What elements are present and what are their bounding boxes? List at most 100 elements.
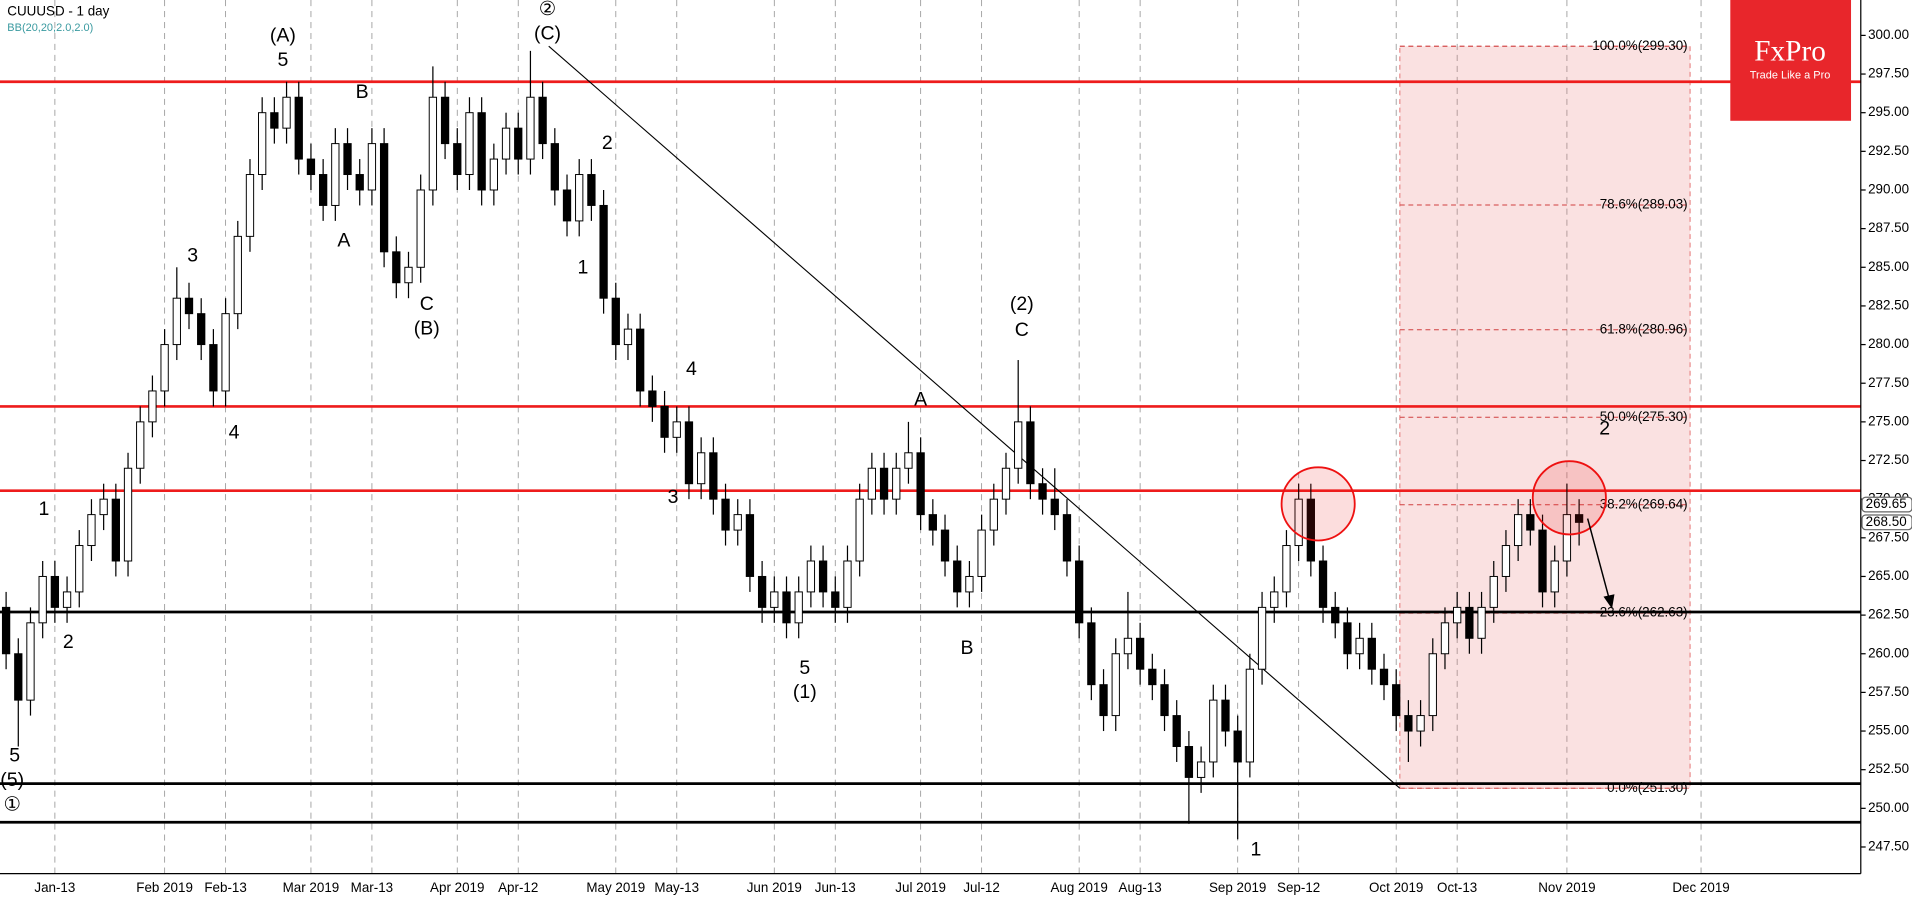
candle-body bbox=[26, 622, 35, 701]
candle-body bbox=[648, 390, 657, 407]
candle-body bbox=[965, 575, 974, 593]
candle-body bbox=[1123, 637, 1133, 655]
arrow bbox=[1586, 518, 1611, 601]
y-tick-label: 277.50 bbox=[1868, 375, 1909, 390]
wave-label: C bbox=[420, 293, 434, 315]
candle-body bbox=[1416, 715, 1425, 732]
wave-label: (C) bbox=[534, 22, 561, 44]
wave-label: 2 bbox=[63, 631, 74, 653]
candle-body bbox=[1526, 514, 1535, 531]
x-tick-label: Feb-13 bbox=[204, 880, 246, 895]
wave-label: 2 bbox=[602, 132, 613, 154]
candle-body bbox=[453, 143, 462, 176]
wave-label: 1 bbox=[577, 257, 588, 279]
candle-body bbox=[1574, 514, 1584, 523]
y-tick-label: 250.00 bbox=[1868, 800, 1909, 815]
candle-body bbox=[123, 467, 133, 562]
y-tick-label: 275.00 bbox=[1868, 413, 1909, 428]
candle-body bbox=[306, 158, 316, 176]
candle-body bbox=[879, 467, 889, 500]
candle-body bbox=[1148, 668, 1157, 686]
candle-body bbox=[1477, 606, 1486, 639]
candle-body bbox=[562, 189, 572, 222]
x-tick-label: Aug 2019 bbox=[1050, 880, 1107, 895]
candle-body bbox=[745, 514, 755, 577]
candle-body bbox=[660, 405, 669, 438]
candle-body bbox=[977, 529, 986, 577]
y-tick-label: 255.00 bbox=[1868, 723, 1909, 738]
wave-label: 4 bbox=[686, 358, 697, 380]
candle-body bbox=[245, 174, 255, 237]
candle-body bbox=[172, 297, 181, 346]
wave-label: ① bbox=[3, 793, 20, 815]
wave-label: (5) bbox=[0, 769, 24, 791]
candles bbox=[1, 50, 1584, 840]
candle-body bbox=[831, 591, 840, 608]
candle-body bbox=[160, 344, 169, 392]
x-tick-label: Mar 2019 bbox=[283, 880, 340, 895]
candle-body bbox=[770, 591, 779, 608]
candle-body bbox=[1404, 715, 1413, 732]
logo-name: FxPro bbox=[1754, 35, 1826, 67]
candle-body bbox=[940, 529, 950, 562]
candle-body bbox=[782, 591, 791, 624]
candle-body bbox=[672, 421, 681, 438]
candle-body bbox=[1355, 637, 1364, 655]
candle-body bbox=[75, 545, 84, 593]
candle-body bbox=[1392, 684, 1401, 717]
candle-body bbox=[270, 112, 279, 129]
highlight-circle bbox=[1280, 466, 1356, 542]
x-tick-label: Jul 2019 bbox=[895, 880, 946, 895]
y-tick-label: 297.50 bbox=[1868, 66, 1909, 81]
wave-label: A bbox=[914, 388, 927, 410]
logo-tagline: Trade Like a Pro bbox=[1750, 70, 1831, 82]
candle-body bbox=[50, 575, 60, 608]
candle-body bbox=[1428, 653, 1437, 717]
x-tick-label: Apr-12 bbox=[498, 880, 538, 895]
wave-label: (B) bbox=[414, 318, 440, 340]
y-tick-label: 267.50 bbox=[1868, 529, 1909, 544]
wave-label: 4 bbox=[229, 421, 240, 443]
candle-body bbox=[1026, 421, 1035, 485]
candle-body bbox=[1513, 514, 1523, 547]
wave-label: C bbox=[1015, 319, 1029, 341]
candle-body bbox=[599, 204, 608, 299]
x-tick-label: May 2019 bbox=[586, 880, 645, 895]
candle-body bbox=[1306, 498, 1315, 562]
candle-body bbox=[636, 328, 645, 392]
candle-body bbox=[1062, 514, 1072, 562]
y-tick-label: 262.50 bbox=[1868, 607, 1909, 622]
candle-body bbox=[1209, 699, 1218, 763]
wave-label: (A) bbox=[270, 25, 296, 47]
candle-body bbox=[892, 467, 901, 500]
candle-body bbox=[111, 498, 120, 562]
candle-body bbox=[221, 313, 230, 392]
candle-body bbox=[1550, 560, 1559, 593]
candle-body bbox=[806, 560, 816, 593]
x-tick-label: Jan-13 bbox=[34, 880, 75, 895]
candle-body bbox=[1538, 529, 1547, 593]
candle-body bbox=[392, 251, 401, 284]
candle-body bbox=[1014, 421, 1023, 469]
wave-label: 5 bbox=[799, 657, 810, 679]
fib-label: 78.6%(289.03) bbox=[1600, 197, 1688, 212]
x-tick-label: Jun-13 bbox=[815, 880, 856, 895]
candle-body bbox=[38, 575, 47, 624]
candle-body bbox=[1440, 622, 1450, 655]
x-tick-label: Aug-13 bbox=[1119, 880, 1162, 895]
x-tick-label: Sep 2019 bbox=[1209, 880, 1266, 895]
candle-body bbox=[1331, 606, 1340, 624]
y-tick-label: 287.50 bbox=[1868, 220, 1909, 235]
arrow-head bbox=[1603, 594, 1615, 609]
candle-body bbox=[1318, 560, 1328, 608]
y-tick-label: 272.50 bbox=[1868, 452, 1909, 467]
fib-label: 0.0%(251.30) bbox=[1607, 780, 1687, 795]
candle-body bbox=[953, 560, 962, 593]
candle-body bbox=[1343, 622, 1352, 655]
candle-body bbox=[709, 452, 718, 500]
candle-body bbox=[1257, 606, 1267, 670]
price-tag-label: 269.65 bbox=[1866, 496, 1907, 511]
wave-label: 5 bbox=[9, 745, 20, 767]
